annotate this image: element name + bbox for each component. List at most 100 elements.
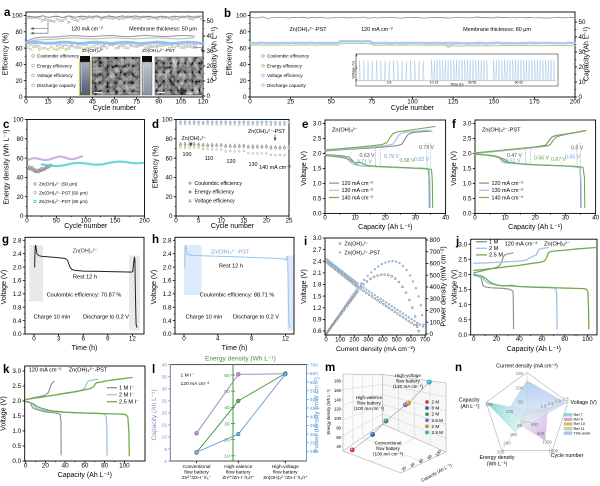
svg-text:125: 125 — [448, 98, 459, 105]
svg-text:d: d — [152, 119, 159, 131]
svg-text:600: 600 — [430, 261, 441, 268]
svg-text:40: 40 — [162, 363, 168, 369]
svg-text:Zn²⁺/Zn-I⁻/I₃⁻: Zn²⁺/Zn-I⁻/I₃⁻ — [182, 475, 212, 481]
svg-text:2.0: 2.0 — [463, 151, 472, 158]
svg-text:0.9: 0.9 — [313, 317, 322, 324]
svg-text:20: 20 — [162, 411, 168, 417]
svg-text:40: 40 — [409, 461, 416, 468]
svg-text:3: 3 — [57, 335, 61, 342]
svg-text:1.5: 1.5 — [463, 166, 472, 173]
svg-text:Power density (mW cm⁻²): Power density (mW cm⁻²) — [314, 377, 321, 453]
svg-text:Zn(OH)₄²⁻: Zn(OH)₄²⁻ — [332, 128, 358, 134]
svg-text:120: 120 — [334, 407, 342, 412]
svg-text:130: 130 — [249, 162, 258, 168]
svg-text:3 8: 3 8 — [387, 81, 392, 85]
svg-text:n: n — [455, 362, 462, 374]
svg-text:0: 0 — [174, 217, 178, 224]
svg-text:1.5: 1.5 — [548, 401, 555, 406]
svg-text:50: 50 — [579, 19, 587, 26]
svg-text:Cycle number: Cycle number — [64, 223, 108, 230]
svg-text:20: 20 — [239, 78, 247, 85]
svg-text:Energy efficiency: Energy efficiency — [195, 190, 235, 196]
svg-text:0.71 V: 0.71 V — [357, 160, 373, 166]
svg-text:140 mA cm⁻²: 140 mA cm⁻² — [342, 195, 374, 201]
svg-text:160: 160 — [510, 432, 518, 437]
svg-text:Zn(OH)₄²⁻-PST: Zn(OH)₄²⁻-PST — [482, 128, 521, 134]
svg-text:0.8: 0.8 — [163, 304, 172, 311]
svg-text:High-valence: High-valence — [224, 464, 252, 470]
svg-text:80: 80 — [517, 423, 522, 428]
svg-text:Rest 12 h: Rest 12 h — [219, 264, 243, 270]
svg-text:2 M: 2 M — [432, 400, 440, 405]
svg-text:40: 40 — [442, 215, 450, 222]
svg-text:0: 0 — [248, 98, 252, 105]
svg-text:2.0: 2.0 — [555, 399, 562, 404]
svg-text:600: 600 — [406, 337, 417, 343]
svg-text:2.6 M: 2.6 M — [432, 418, 444, 423]
svg-text:0.0: 0.0 — [163, 331, 172, 338]
svg-text:0: 0 — [169, 213, 173, 220]
svg-text:100: 100 — [13, 117, 24, 124]
svg-text:60 62: 60 62 — [515, 81, 524, 85]
svg-text:30: 30 — [162, 387, 168, 393]
svg-text:100: 100 — [81, 217, 92, 224]
svg-text:20: 20 — [207, 63, 215, 70]
svg-text:2.5: 2.5 — [12, 383, 21, 390]
svg-text:Voltage (V): Voltage (V) — [1, 396, 8, 431]
svg-text:2 M: 2 M — [489, 246, 499, 252]
svg-text:flow battery: flow battery — [376, 446, 400, 451]
svg-text:1.2: 1.2 — [163, 291, 172, 298]
svg-text:10: 10 — [218, 217, 226, 224]
svg-text:2: 2 — [356, 66, 358, 70]
svg-text:200: 200 — [430, 308, 441, 315]
svg-text:(Ah L⁻¹): (Ah L⁻¹) — [461, 404, 480, 410]
svg-text:40: 40 — [592, 215, 600, 222]
svg-text:240: 240 — [503, 441, 511, 446]
svg-text:Capacity (Ah L⁻¹): Capacity (Ah L⁻¹) — [58, 472, 112, 479]
svg-text:0: 0 — [182, 335, 186, 342]
svg-text:Efficiency (%): Efficiency (%) — [3, 33, 10, 76]
svg-text:20: 20 — [15, 78, 23, 85]
svg-text:a: a — [4, 7, 11, 19]
svg-text:0: 0 — [323, 215, 327, 222]
svg-text:8: 8 — [250, 335, 254, 342]
svg-text:flow battery: flow battery — [396, 379, 420, 384]
svg-text:75: 75 — [368, 98, 376, 105]
svg-text:Voltage (V): Voltage (V) — [1, 270, 8, 305]
svg-text:2.0: 2.0 — [313, 151, 322, 158]
svg-text:Voltage efficiency: Voltage efficiency — [37, 73, 73, 78]
svg-text:2 M I⁻: 2 M I⁻ — [119, 393, 134, 399]
svg-text:This work: This work — [574, 430, 591, 435]
svg-text:0: 0 — [207, 93, 211, 100]
svg-text:1.5: 1.5 — [313, 293, 322, 300]
svg-text:Time (h): Time (h) — [222, 345, 248, 352]
svg-text:2.8: 2.8 — [163, 238, 172, 245]
svg-text:1.0: 1.0 — [463, 181, 472, 188]
svg-text:800: 800 — [537, 431, 545, 436]
svg-text:2.4: 2.4 — [13, 251, 22, 258]
svg-text:1300: 1300 — [542, 440, 552, 445]
svg-text:10: 10 — [162, 435, 168, 441]
svg-text:40: 40 — [16, 175, 24, 182]
svg-text:2.5 M I⁻: 2.5 M I⁻ — [119, 400, 139, 406]
svg-text:Zn(OH)₄²⁻: Zn(OH)₄²⁻ — [345, 242, 369, 248]
svg-text:40: 40 — [579, 34, 587, 41]
svg-text:20: 20 — [579, 64, 587, 71]
svg-text:Membrane thickness: 50 μm: Membrane thickness: 50 μm — [129, 27, 197, 33]
svg-text:m: m — [325, 362, 335, 374]
svg-text:2.0: 2.0 — [12, 398, 21, 405]
svg-text:10: 10 — [579, 79, 587, 86]
svg-text:Cycle number: Cycle number — [93, 105, 137, 112]
svg-text:10 23: 10 23 — [430, 81, 439, 85]
svg-text:Capacity (Ah L⁻¹): Capacity (Ah L⁻¹) — [508, 224, 562, 231]
svg-text:0.67 V: 0.67 V — [551, 157, 567, 163]
svg-text:60: 60 — [16, 155, 24, 162]
svg-text:105: 105 — [176, 98, 187, 105]
svg-text:1.5: 1.5 — [458, 287, 467, 294]
svg-text:140 mA cm⁻²: 140 mA cm⁻² — [259, 165, 291, 171]
svg-text:250: 250 — [310, 441, 318, 447]
svg-text:160: 160 — [334, 388, 342, 393]
svg-text:Cycle number: Cycle number — [391, 105, 435, 112]
svg-text:20: 20 — [263, 217, 271, 224]
svg-text:k: k — [3, 364, 10, 376]
